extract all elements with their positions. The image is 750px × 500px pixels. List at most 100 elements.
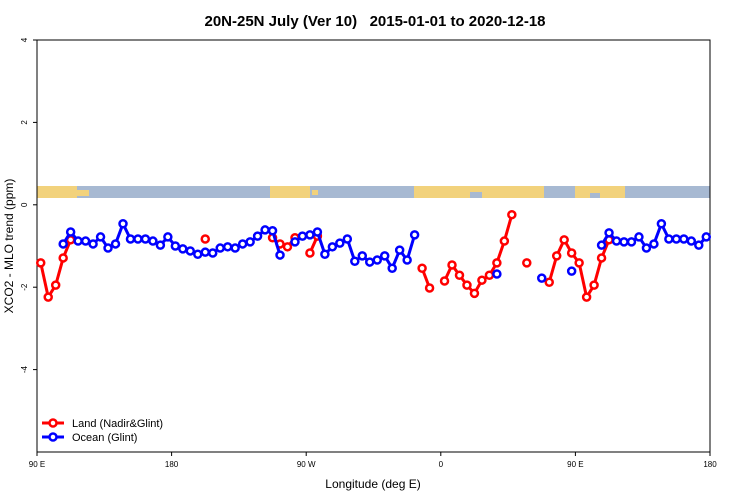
point <box>335 238 345 248</box>
point <box>596 240 607 250</box>
point <box>507 209 517 220</box>
point <box>656 219 667 229</box>
point <box>215 243 225 253</box>
point <box>200 247 210 257</box>
point <box>469 288 480 299</box>
y-tick-label: -4 <box>20 365 29 373</box>
point <box>566 248 577 258</box>
y-tick-label: -2 <box>20 283 29 291</box>
point <box>701 232 712 242</box>
point <box>477 275 487 285</box>
point <box>305 230 315 240</box>
point <box>589 280 599 290</box>
point <box>649 239 659 249</box>
point <box>155 240 166 250</box>
point <box>537 273 547 283</box>
x-tick-label: 90 E <box>567 460 583 469</box>
y-tick-label: 4 <box>20 37 29 42</box>
map-strip <box>37 186 710 198</box>
point <box>626 237 637 247</box>
point <box>297 231 308 241</box>
point <box>312 227 323 237</box>
point <box>282 242 293 252</box>
point <box>611 236 622 246</box>
point <box>492 258 502 268</box>
point <box>140 234 151 244</box>
point <box>305 248 315 258</box>
point <box>260 225 270 235</box>
legend-label: Ocean (Glint) <box>72 432 137 444</box>
chart-title: 20N-25N July (Ver 10) 2015-01-01 to 2020… <box>204 13 545 30</box>
y-tick-label: 2 <box>20 120 29 125</box>
point <box>365 257 375 267</box>
point <box>342 234 353 244</box>
point <box>170 241 181 251</box>
point <box>596 253 607 263</box>
point <box>686 236 697 246</box>
point <box>58 239 68 249</box>
point <box>88 239 98 249</box>
point <box>148 236 158 246</box>
x-axis-label: Longitude (deg E) <box>325 477 420 491</box>
point <box>544 277 554 288</box>
point <box>58 253 68 263</box>
point <box>409 230 420 240</box>
legend-label: Land (Nadir&Glint) <box>72 418 163 430</box>
point <box>103 243 113 253</box>
y-tick-label: 0 <box>20 202 29 207</box>
point <box>462 280 472 290</box>
point <box>447 260 457 270</box>
point <box>619 237 629 247</box>
x-tick-label: 0 <box>439 460 444 469</box>
point <box>50 280 61 290</box>
point <box>35 258 46 268</box>
point <box>65 227 76 237</box>
point <box>290 237 300 247</box>
point <box>95 232 106 242</box>
point <box>581 292 592 302</box>
point <box>424 283 435 293</box>
point <box>417 263 427 273</box>
point <box>492 269 502 279</box>
point <box>207 248 218 258</box>
point <box>320 249 330 259</box>
point <box>125 234 136 244</box>
point <box>439 276 450 286</box>
point <box>252 231 263 241</box>
point <box>133 234 143 244</box>
point <box>387 263 397 273</box>
point <box>499 236 510 246</box>
point <box>80 236 91 246</box>
point <box>73 236 83 246</box>
point <box>641 243 652 253</box>
point <box>604 228 614 238</box>
point <box>350 256 360 266</box>
point <box>551 251 562 261</box>
point <box>222 242 233 252</box>
point <box>43 292 53 302</box>
point <box>694 240 704 250</box>
point <box>110 239 121 249</box>
point <box>664 234 674 244</box>
point <box>394 245 405 255</box>
point <box>230 243 240 253</box>
point <box>634 232 644 242</box>
point <box>200 234 210 244</box>
y-axis-label: XCO2 - MLO trend (ppm) <box>2 179 16 314</box>
point <box>245 237 255 247</box>
point <box>566 266 577 276</box>
point <box>372 255 382 265</box>
point <box>484 270 495 281</box>
legend-marker <box>48 418 58 428</box>
plot-frame <box>36 39 711 453</box>
point <box>559 235 569 245</box>
point <box>454 270 465 281</box>
point <box>163 232 173 242</box>
point <box>679 234 689 244</box>
point <box>193 249 203 259</box>
point <box>357 251 368 261</box>
point <box>327 242 338 252</box>
x-tick-label: 180 <box>165 460 179 469</box>
point <box>574 258 584 268</box>
